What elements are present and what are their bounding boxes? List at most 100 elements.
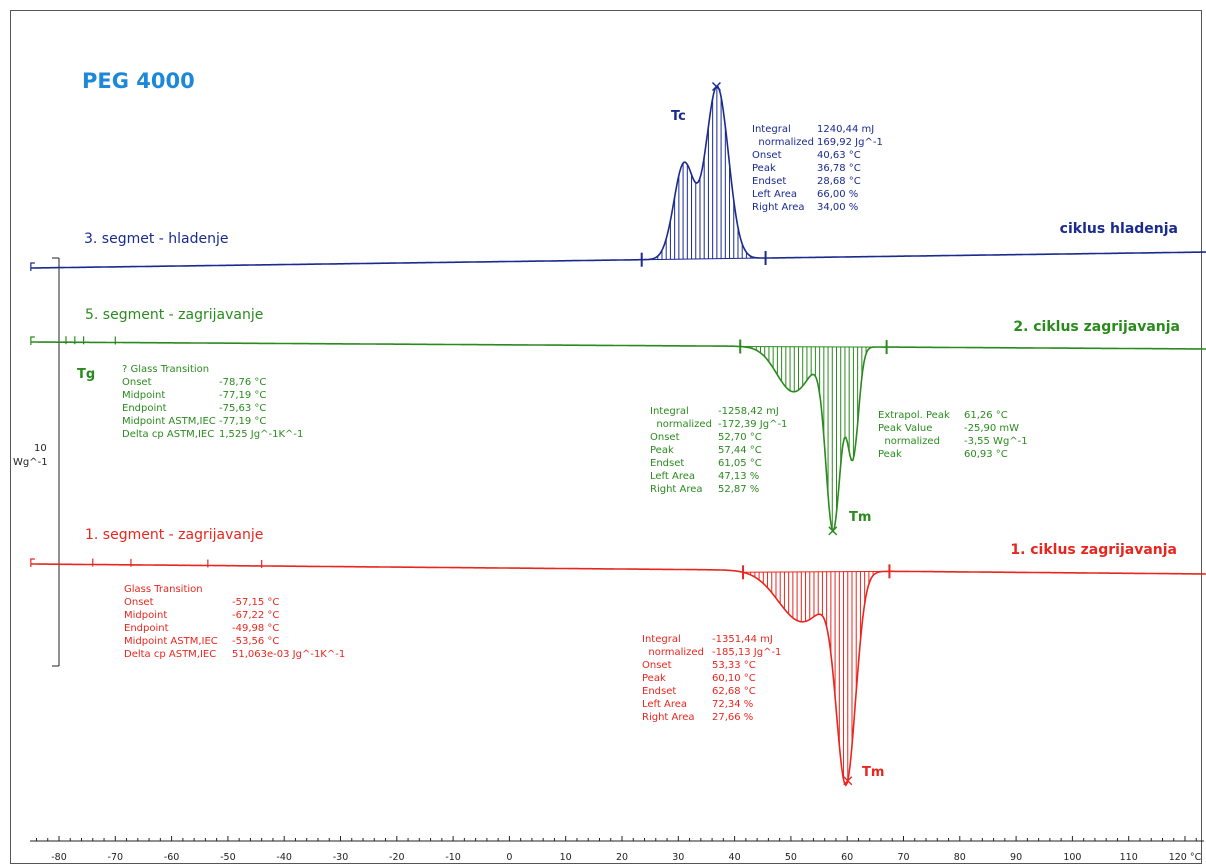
result-value: 60,93 °C (964, 449, 1008, 460)
gt-label: Onset (122, 377, 152, 388)
x-tick-label: 30 (672, 852, 684, 863)
integration-baseline (641, 257, 766, 261)
glass-transition-title: Glass Transition (124, 584, 203, 595)
x-tick-label: -70 (108, 852, 124, 863)
result-label: Integral (752, 124, 791, 135)
series-curve (30, 563, 1206, 787)
result-label: normalized (752, 137, 814, 148)
result-value: 66,00 % (817, 189, 858, 200)
integration-baseline (740, 346, 887, 348)
result-value: 36,78 °C (817, 163, 861, 174)
result-value: 60,10 °C (712, 673, 756, 684)
result-label: Endset (642, 686, 676, 697)
result-label: normalized (650, 419, 712, 430)
result-value: 1240,44 mJ (817, 124, 874, 135)
result-label: normalized (642, 647, 704, 658)
result-value: -1351,44 mJ (712, 634, 773, 645)
x-axis: -80 -70 -60 -50 -40 -30 -20 -10 0 10 20 30 40 50 60 70 8… (30, 836, 1204, 863)
result-label: Onset (752, 150, 782, 161)
gt-value: -57,15 °C (232, 597, 279, 608)
result-label: Peak (642, 673, 666, 684)
curve-start-marker (30, 262, 35, 271)
results-heating-2: Integral -1258,42 mJ normalized -172,39 Jg… (650, 406, 787, 495)
gt-label: Midpoint ASTM,IEC (122, 416, 216, 427)
x-tick-label: -20 (389, 852, 405, 863)
result-value: 169,92 Jg^-1 (817, 137, 883, 148)
result-label: Peak (752, 163, 776, 174)
cycle-label-heating-2: 2. ciklus zagrijavanja (1013, 319, 1180, 335)
peak-symbol-tm-heating-1: Tm (862, 765, 884, 780)
series-curve (30, 85, 1206, 269)
results-cooling: Integral 1240,44 mJ normalized 169,92 Jg^-… (752, 124, 883, 213)
segment-label-cooling: 3. segmet - hladenje (84, 231, 229, 247)
result-label: Right Area (642, 712, 695, 723)
integration-baseline (743, 570, 890, 573)
gt-label: Delta cp ASTM,IEC (122, 429, 214, 440)
peak-marker (711, 81, 721, 91)
series-curve (30, 341, 1206, 534)
peak-symbol-tm-heating-2: Tm (849, 510, 871, 525)
x-tick-label: 10 (560, 852, 572, 863)
gt-label: Midpoint (122, 390, 165, 401)
result-value: 62,68 °C (712, 686, 756, 697)
curve-start-marker (30, 558, 35, 567)
result-value: 47,13 % (718, 471, 759, 482)
result-value: -1258,42 mJ (718, 406, 779, 417)
x-tick-label: -60 (164, 852, 180, 863)
gt-label: Midpoint ASTM,IEC (124, 636, 218, 647)
x-tick-label: 100 (1063, 852, 1081, 863)
cycle-label-heating-1: 1. ciklus zagrijavanja (1010, 542, 1177, 558)
gt-label: Endpoint (124, 623, 169, 634)
gt-label: Delta cp ASTM,IEC (124, 649, 216, 660)
result-value: 27,66 % (712, 712, 753, 723)
result-value: 52,70 °C (718, 432, 762, 443)
peak-symbol-tc: Tc (671, 109, 686, 124)
gt-value: 1,525 Jg^-1K^-1 (219, 429, 303, 440)
y-scale-unit: Wg^-1 (13, 457, 48, 468)
peak-marker (828, 526, 838, 536)
gt-label: Midpoint (124, 610, 167, 621)
peak-marker (843, 776, 853, 786)
result-label: Endset (650, 458, 684, 469)
result-label: normalized (878, 436, 940, 447)
x-tick-label: 90 (1010, 852, 1022, 863)
result-label: Integral (650, 406, 689, 417)
chart-frame (10, 10, 1202, 864)
result-label: Right Area (650, 484, 703, 495)
y-scale-value: 10 (34, 443, 47, 454)
curves-layer (30, 81, 1206, 787)
result-label: Left Area (650, 471, 695, 482)
result-value: -25,90 mW (964, 423, 1019, 434)
result-label: Peak (878, 449, 902, 460)
gt-value: -67,22 °C (232, 610, 279, 621)
result-value: 61,05 °C (718, 458, 762, 469)
x-tick-label: 60 (841, 852, 853, 863)
x-tick-label: -40 (276, 852, 292, 863)
x-tick-label: -10 (445, 852, 461, 863)
x-tick-label: -80 (51, 852, 67, 863)
result-value: 53,33 °C (712, 660, 756, 671)
result-label: Extrapol. Peak (878, 410, 950, 421)
result-label: Left Area (752, 189, 797, 200)
x-tick-label: 120 °C (1169, 852, 1202, 863)
result-value: -3,55 Wg^-1 (964, 436, 1028, 447)
result-value: 52,87 % (718, 484, 759, 495)
gt-value: -53,56 °C (232, 636, 279, 647)
x-tick-label: 80 (954, 852, 966, 863)
result-label: Onset (642, 660, 672, 671)
result-value: 28,68 °C (817, 176, 861, 187)
result-label: Onset (650, 432, 680, 443)
result-value: 72,34 % (712, 699, 753, 710)
glass-symbol-tg: Tg (77, 367, 95, 382)
glass-transition-title: ? Glass Transition (122, 364, 209, 375)
peak-results-heating-2: Extrapol. Peak 61,26 °C Peak Value -25,90 … (878, 410, 1028, 460)
x-tick-label: 20 (616, 852, 628, 863)
result-value: -172,39 Jg^-1 (718, 419, 787, 430)
result-value: -185,13 Jg^-1 (712, 647, 781, 658)
curve-start-marker (30, 336, 35, 345)
gt-value: 51,063e-03 Jg^-1K^-1 (232, 649, 345, 660)
gt-label: Onset (124, 597, 154, 608)
gt-value: -77,19 °C (219, 390, 266, 401)
cycle-label-cooling: ciklus hladenja (1060, 221, 1178, 237)
